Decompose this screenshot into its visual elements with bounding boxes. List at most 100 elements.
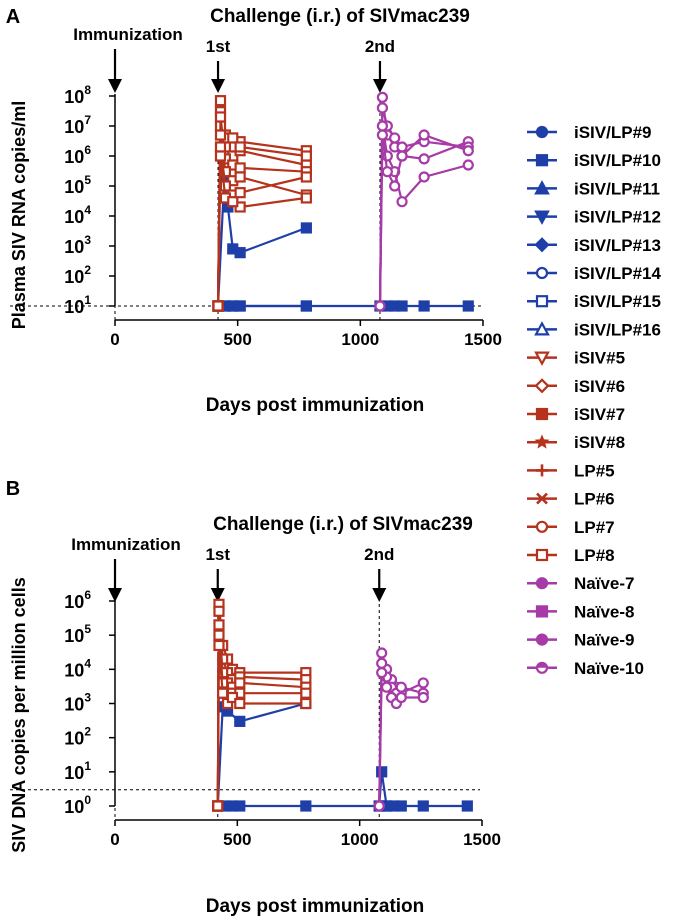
legend-marker [535, 295, 549, 308]
data-point [214, 95, 227, 107]
legend-marker [534, 378, 550, 394]
data-point [462, 300, 474, 312]
data-point [418, 171, 430, 183]
legend-marker [535, 577, 549, 590]
x-tick-label: 500 [223, 330, 251, 349]
data-point [389, 132, 401, 144]
data-point [234, 247, 246, 259]
data-point [213, 619, 225, 631]
legend-marker [534, 237, 550, 253]
legend-marker [534, 180, 550, 195]
y-tick-label: 101 [64, 293, 91, 317]
series-line [378, 125, 469, 307]
legend-item: iSIV#8 [527, 433, 625, 452]
data-point [234, 141, 246, 153]
legend-label: iSIV/LP#11 [574, 179, 660, 198]
legend-label: LP#7 [574, 518, 615, 537]
legend-item: Naïve-9 [527, 631, 634, 650]
legend-marker [535, 605, 549, 618]
legend-item: LP#8 [527, 546, 615, 565]
y-tick-label: 102 [64, 725, 91, 749]
data-point [461, 800, 473, 812]
series-line [378, 97, 469, 307]
data-point [376, 657, 388, 669]
legend-label: iSIV/LP#9 [574, 123, 651, 142]
y-tick-label: 106 [64, 588, 91, 612]
legend-label: LP#6 [574, 490, 615, 509]
data-point [214, 150, 227, 162]
data-point [212, 800, 224, 812]
annotation-arrow-head [108, 588, 122, 602]
panel-letter: A [6, 6, 20, 28]
data-point [417, 677, 429, 689]
data-point [226, 691, 239, 704]
legend-marker [536, 492, 548, 505]
data-point [300, 697, 312, 710]
series-red [212, 150, 312, 312]
data-point [227, 196, 239, 208]
legend-marker [534, 434, 550, 449]
data-point [227, 132, 239, 144]
x-axis-label: Days post immunization [206, 896, 425, 917]
data-point [234, 300, 246, 312]
annotation-label: 1st [206, 37, 231, 56]
x-tick-label: 500 [223, 830, 251, 849]
data-point [396, 141, 408, 153]
data-point [234, 677, 246, 689]
data-point [213, 629, 225, 641]
annotation-arrow-head [108, 79, 122, 93]
data-point [234, 800, 246, 812]
y-tick-label: 107 [64, 113, 91, 137]
annotation-arrow-head [372, 79, 387, 93]
legend-label: Naïve-9 [574, 631, 634, 650]
legend-marker [535, 633, 549, 646]
x-tick-label: 1000 [341, 830, 379, 849]
data-point [376, 667, 388, 679]
legend-item: Naïve-10 [527, 659, 644, 678]
data-point [373, 800, 385, 812]
legend-label: iSIV/LP#13 [574, 236, 661, 255]
legend-item: iSIV/LP#15 [527, 292, 661, 311]
data-point [300, 222, 312, 234]
legend-marker [534, 321, 550, 336]
data-point [234, 187, 246, 199]
data-point [234, 162, 246, 174]
data-point [214, 141, 227, 153]
panel-a: A Challenge (i.r.) of SIVmac239 Immunizati… [6, 6, 502, 416]
data-point [213, 605, 225, 617]
annotation-label: Immunization [71, 535, 181, 554]
x-tick-label: 1500 [464, 330, 502, 349]
legend-item: LP#7 [527, 518, 615, 537]
data-point [300, 800, 312, 812]
chart-title: Challenge (i.r.) of SIVmac239 [210, 6, 470, 27]
annotation-arrow-head [372, 588, 387, 602]
data-point [462, 159, 474, 171]
data-point [389, 180, 401, 192]
x-tick-label: 0 [110, 330, 119, 349]
legend-label: iSIV/LP#14 [574, 264, 661, 283]
data-point [217, 687, 229, 699]
legend-item: iSIV#6 [527, 377, 625, 396]
data-point [234, 715, 246, 727]
y-tick-label: 103 [64, 233, 91, 257]
legend-marker [535, 661, 549, 674]
annotation-arrow-head [210, 588, 225, 602]
legend-item: iSIV/LP#13 [527, 236, 661, 255]
annotation-label: 1st [205, 545, 230, 564]
y-tick-label: 104 [64, 656, 91, 680]
y-axis-label: SIV DNA copies per million cells [9, 577, 29, 852]
legend-item: iSIV/LP#12 [527, 208, 661, 227]
data-point [213, 639, 225, 652]
data-point [417, 800, 429, 812]
x-tick-label: 1000 [341, 330, 379, 349]
data-point [380, 681, 393, 693]
data-point [395, 681, 407, 693]
y-tick-label: 101 [64, 759, 91, 783]
legend-label: LP#8 [574, 546, 615, 565]
legend-marker [535, 125, 549, 139]
legend-label: iSIV#8 [574, 433, 625, 452]
legend-item: Naïve-7 [527, 574, 634, 593]
data-point [417, 691, 429, 704]
legend-label: iSIV/LP#10 [574, 151, 661, 170]
